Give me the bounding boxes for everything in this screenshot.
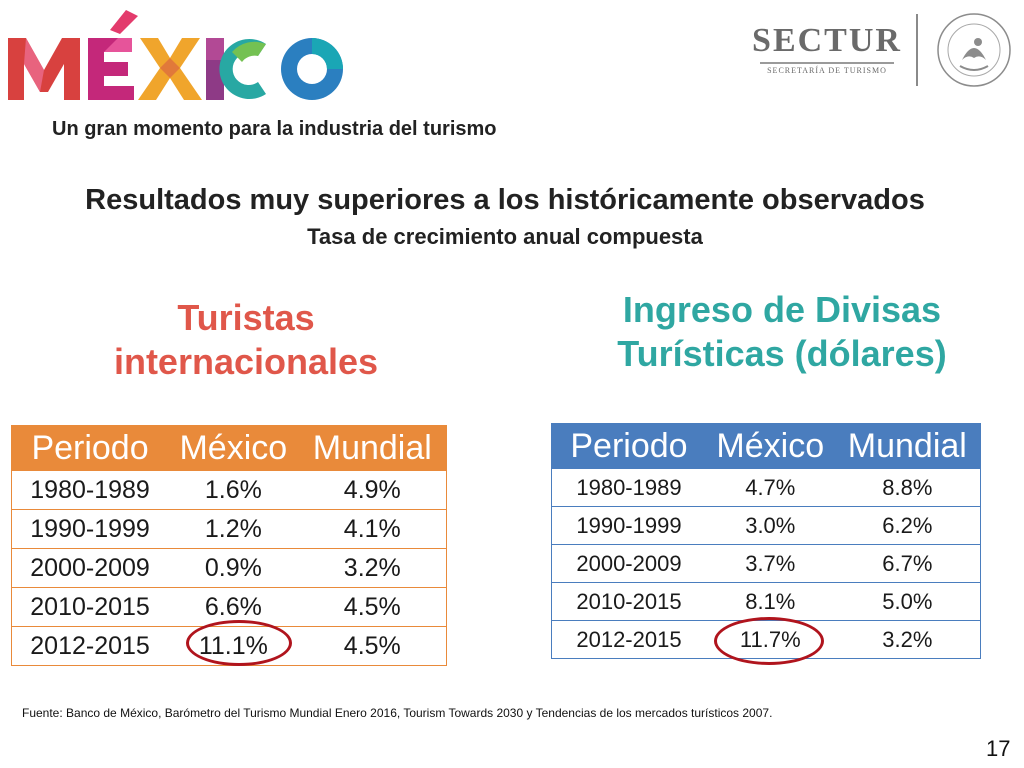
cell-mexico: 0.9% (168, 548, 299, 588)
page-number: 17 (986, 736, 1011, 761)
right-title-line-1: Ingreso de Divisas (622, 289, 942, 330)
cell-mexico: 1.6% (168, 470, 299, 510)
cell-periodo: 2012-2015 (551, 620, 706, 659)
table-row: 1980-1989 4.7% 8.8% (551, 468, 981, 507)
table-row: 2010-2015 8.1% 5.0% (551, 582, 981, 621)
slide-subtitle: Un gran momento para la industria del tu… (52, 118, 497, 140)
cell-periodo: 1980-1989 (11, 470, 169, 510)
cell-periodo: 2000-2009 (551, 544, 706, 583)
column-header-mexico: México (168, 425, 299, 471)
sectur-logo: SECTUR SECRETARÍA DE TURISMO (752, 22, 902, 78)
table-row: 1990-1999 1.2% 4.1% (11, 509, 447, 549)
cell-periodo: 2012-2015 (11, 626, 169, 666)
table-row: 2010-2015 6.6% 4.5% (11, 587, 447, 627)
cell-mundial: 3.2% (298, 548, 447, 588)
highlight-circle-left (186, 620, 292, 666)
cell-mexico: 4.7% (705, 468, 835, 507)
cell-mundial: 4.9% (298, 470, 447, 510)
divider (760, 62, 894, 64)
column-header-mundial: Mundial (298, 425, 447, 471)
revenue-table: Periodo México Mundial 1980-1989 4.7% 8.… (551, 423, 981, 659)
column-header-periodo: Periodo (11, 425, 169, 471)
cell-mexico: 3.0% (705, 506, 835, 545)
table-row: 1990-1999 3.0% 6.2% (551, 506, 981, 545)
cell-mundial: 6.7% (834, 544, 981, 583)
cell-mexico: 8.1% (705, 582, 835, 621)
column-header-mexico: México (705, 423, 835, 469)
cell-mexico: 3.7% (705, 544, 835, 583)
highlight-circle-right (714, 617, 824, 665)
table-row: 1980-1989 1.6% 4.9% (11, 470, 447, 510)
cell-mexico: 1.2% (168, 509, 299, 549)
cell-mundial: 8.8% (834, 468, 981, 507)
cell-periodo: 2010-2015 (11, 587, 169, 627)
sectur-subtitle: SECRETARÍA DE TURISMO (767, 66, 887, 75)
cell-periodo: 2000-2009 (11, 548, 169, 588)
cell-mundial: 3.2% (834, 620, 981, 659)
table-header-row: Periodo México Mundial (11, 425, 447, 471)
national-seal-icon (937, 13, 1011, 87)
cell-mundial: 4.1% (298, 509, 447, 549)
right-title-line-2: Turísticas (dólares) (617, 333, 947, 374)
left-table-title: Turistas internacionales (60, 296, 432, 384)
mexico-logo (8, 10, 343, 100)
source-note: Fuente: Banco de México, Barómetro del T… (22, 706, 773, 720)
cell-periodo: 1980-1989 (551, 468, 706, 507)
cell-periodo: 1990-1999 (551, 506, 706, 545)
column-header-periodo: Periodo (551, 423, 706, 469)
left-title-line-2: internacionales (113, 341, 379, 382)
header-divider (916, 14, 918, 86)
table-header-row: Periodo México Mundial (551, 423, 981, 469)
cell-mundial: 4.5% (298, 626, 447, 666)
cell-mundial: 5.0% (834, 582, 981, 621)
table-row: 2000-2009 3.7% 6.7% (551, 544, 981, 583)
slide-subheading: Tasa de crecimiento anual compuesta (307, 224, 703, 249)
cell-mundial: 6.2% (834, 506, 981, 545)
column-header-mundial: Mundial (834, 423, 981, 469)
left-title-line-1: Turistas (177, 297, 315, 338)
cell-periodo: 1990-1999 (11, 509, 169, 549)
right-table-title: Ingreso de Divisas Turísticas (dólares) (580, 288, 984, 376)
slide-heading: Resultados muy superiores a los históric… (85, 184, 925, 216)
sectur-wordmark: SECTUR (752, 22, 902, 59)
cell-periodo: 2010-2015 (551, 582, 706, 621)
table-row: 2000-2009 0.9% 3.2% (11, 548, 447, 588)
cell-mundial: 4.5% (298, 587, 447, 627)
